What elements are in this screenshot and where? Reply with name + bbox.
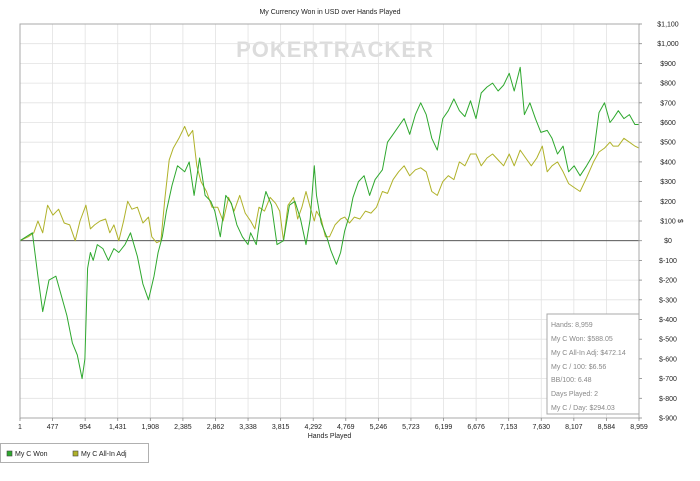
x-tick-label: 1,908 — [142, 424, 160, 431]
x-axis-label: Hands Played — [308, 433, 352, 440]
chart-title: My Currency Won in USD over Hands Played — [259, 9, 400, 16]
y-tick-label: $100 — [660, 219, 676, 226]
y-axis-label: $ — [676, 219, 683, 223]
stat-days-played: Days Played: 2 — [551, 391, 598, 398]
legend-swatch-my-c-all-in-adj — [72, 450, 79, 457]
legend-swatch-my-c-won — [6, 450, 13, 457]
y-tick-label: $-100 — [659, 258, 677, 265]
x-tick-label: 7,630 — [532, 424, 550, 431]
y-tick-label: $-500 — [659, 337, 677, 344]
x-tick-label: 8,107 — [565, 424, 583, 431]
y-tick-label: $300 — [660, 179, 676, 186]
y-tick-label: $-400 — [659, 317, 677, 324]
y-tick-label: $-900 — [659, 416, 677, 423]
y-tick-label: $1,100 — [657, 22, 679, 29]
stat-bb-100: BB/100: 6.48 — [551, 377, 592, 384]
x-tick-label: 6,199 — [435, 424, 453, 431]
x-tick-label: 2,862 — [207, 424, 225, 431]
x-tick-label: 8,959 — [630, 424, 648, 431]
x-tick-label: 954 — [79, 424, 91, 431]
x-tick-label: 8,584 — [598, 424, 616, 431]
grid — [19, 23, 640, 419]
series-line-my-c-won — [19, 66, 639, 380]
legend-label-my-c-won: My C Won — [15, 451, 48, 458]
x-tick-label: 6,676 — [467, 424, 485, 431]
y-tick-label: $200 — [660, 199, 676, 206]
y-tick-label: $500 — [660, 140, 676, 147]
y-tick-label: $1,000 — [657, 41, 679, 48]
x-tick-label: 7,153 — [500, 424, 518, 431]
y-tick-label: $700 — [660, 100, 676, 107]
stat-hands: Hands: 8,959 — [551, 322, 593, 329]
x-tick-label: 4,292 — [304, 424, 322, 431]
stats-box-frame — [546, 313, 640, 415]
x-tick-label: 3,815 — [272, 424, 290, 431]
y-tick-label: $-600 — [659, 356, 677, 363]
y-tick-label: $400 — [660, 159, 676, 166]
y-axis: $1,100 $1,000 $900 $800 $700 $600 $500 $400 $300… — [639, 22, 679, 423]
stat-allin-adj: My C All-In Adj: $472.14 — [551, 350, 626, 357]
y-tick-label: $900 — [660, 61, 676, 68]
stat-per-100: My C / 100: $6.56 — [551, 364, 606, 371]
x-tick-label: 1 — [18, 424, 22, 431]
series-lines — [19, 66, 640, 380]
x-tick-label: 5,723 — [402, 424, 420, 431]
y-tick-label: $600 — [660, 120, 676, 127]
x-tick-label: 477 — [47, 424, 59, 431]
stat-per-day: My C / Day: $294.03 — [551, 405, 615, 412]
y-tick-label: $-300 — [659, 297, 677, 304]
x-tick-label: 2,385 — [174, 424, 192, 431]
y-tick-label: $0 — [664, 238, 672, 245]
x-tick-label: 5,246 — [370, 424, 388, 431]
y-tick-label: $-700 — [659, 376, 677, 383]
y-tick-label: $-200 — [659, 278, 677, 285]
legend: My C Won My C All-In Adj — [0, 443, 149, 463]
series-line-my-c-all-in-adj — [19, 125, 640, 244]
y-tick-label: $-800 — [659, 396, 677, 403]
x-axis: 1 477 954 1,431 1,908 2,385 2,862 3,338 3,815 4,2… — [18, 418, 648, 431]
stats-box: Hands: 8,959 My C Won: $588.05 My C All-… — [546, 313, 640, 415]
x-tick-label: 1,431 — [109, 424, 127, 431]
y-tick-label: $800 — [660, 81, 676, 88]
watermark-text: POKERTRACKER — [236, 37, 434, 62]
x-tick-label: 4,769 — [337, 424, 355, 431]
stat-won: My C Won: $588.05 — [551, 336, 613, 343]
x-tick-label: 3,338 — [239, 424, 257, 431]
legend-label-my-c-all-in-adj: My C All-In Adj — [81, 451, 127, 458]
